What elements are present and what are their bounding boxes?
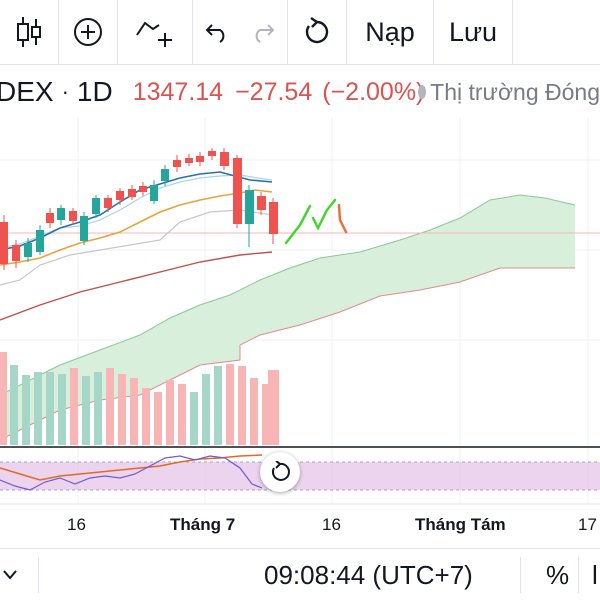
price-change: −27.54 — [235, 77, 313, 106]
x-tick-label: Tháng Tám — [415, 515, 506, 534]
price-chart[interactable] — [0, 118, 600, 548]
candle — [185, 158, 193, 163]
symbol-legend: DEX · 1D 1347.14 −27.54 (−2.00%) Thị trư… — [0, 66, 600, 118]
candle — [173, 160, 181, 167]
candle — [233, 158, 242, 224]
candle — [116, 191, 124, 200]
load-button[interactable]: Nạp — [365, 16, 415, 47]
senkou-span-b — [0, 267, 575, 441]
symbol-name[interactable]: DEX — [0, 76, 54, 107]
compare-button[interactable] — [118, 0, 192, 64]
candle — [128, 189, 136, 197]
last-price: 1347.14 — [132, 77, 224, 106]
redo-button[interactable] — [241, 0, 285, 64]
timeframe-menu-button[interactable] — [2, 549, 18, 601]
ichimoku-cloud — [0, 195, 575, 440]
chart-type-button[interactable] — [0, 0, 58, 64]
x-tick-label: 16 — [322, 515, 341, 534]
candle — [196, 156, 204, 162]
volume-bars — [0, 352, 279, 445]
undo-icon — [205, 24, 225, 43]
candle — [36, 230, 44, 252]
market-status-dot-icon — [418, 85, 427, 99]
candle — [57, 208, 65, 220]
bollinger-band-line — [0, 209, 273, 286]
candle — [12, 245, 20, 261]
candle — [139, 186, 147, 192]
percent-toggle[interactable]: % — [546, 559, 570, 590]
add-indicator-icon — [74, 18, 102, 46]
stochastic-k-line — [0, 455, 263, 491]
legend-separator: · — [61, 79, 69, 104]
senkou-span-a — [0, 194, 576, 396]
add-indicator-button[interactable] — [59, 0, 117, 64]
reset-chart-button[interactable] — [260, 452, 300, 492]
drawing-orange-stroke[interactable] — [337, 203, 348, 234]
ma-mid-line — [0, 189, 273, 266]
redo-icon — [255, 24, 275, 43]
bottom-toolbar: 09:08:44 (UTC+7) % l — [0, 548, 600, 601]
x-tick-label: 17 — [578, 515, 597, 534]
interval-label[interactable]: 1D — [76, 76, 113, 107]
price-change-percent: (−2.00%) — [322, 77, 425, 106]
top-toolbar: Nạp Lưu — [0, 0, 600, 65]
candle — [220, 152, 229, 166]
chevron-down-icon — [3, 570, 17, 580]
candlesticks — [0, 148, 278, 270]
candle — [92, 198, 100, 214]
candle — [150, 185, 158, 201]
candle — [69, 211, 77, 221]
candle — [24, 243, 32, 257]
candle — [257, 196, 266, 210]
clock-timezone[interactable]: 09:08:44 (UTC+7) — [264, 559, 473, 590]
refresh-button[interactable] — [288, 0, 346, 64]
market-status: Thị trường Đóng — [430, 78, 600, 105]
candle — [0, 222, 8, 264]
x-tick-label: 16 — [67, 515, 86, 534]
undo-button[interactable] — [193, 0, 241, 64]
drawing-green-check[interactable] — [311, 198, 337, 231]
drawing-green-stroke[interactable] — [284, 204, 312, 245]
candle — [104, 198, 112, 208]
candle — [269, 202, 278, 234]
stochastic-d-line — [0, 454, 263, 481]
candle — [208, 151, 216, 156]
candle — [46, 213, 54, 223]
candle — [161, 169, 169, 181]
candle — [80, 216, 88, 241]
candle — [245, 190, 254, 224]
log-toggle[interactable]: l — [592, 559, 598, 590]
stochastic-band — [0, 462, 600, 490]
x-tick-label: Tháng 7 — [170, 515, 236, 534]
save-button[interactable]: Lưu — [448, 16, 498, 47]
ma-long-line — [0, 251, 273, 321]
candlestick-icon — [17, 17, 41, 47]
compare-icon — [136, 21, 172, 47]
reset-icon — [271, 461, 290, 481]
refresh-icon — [305, 17, 329, 44]
